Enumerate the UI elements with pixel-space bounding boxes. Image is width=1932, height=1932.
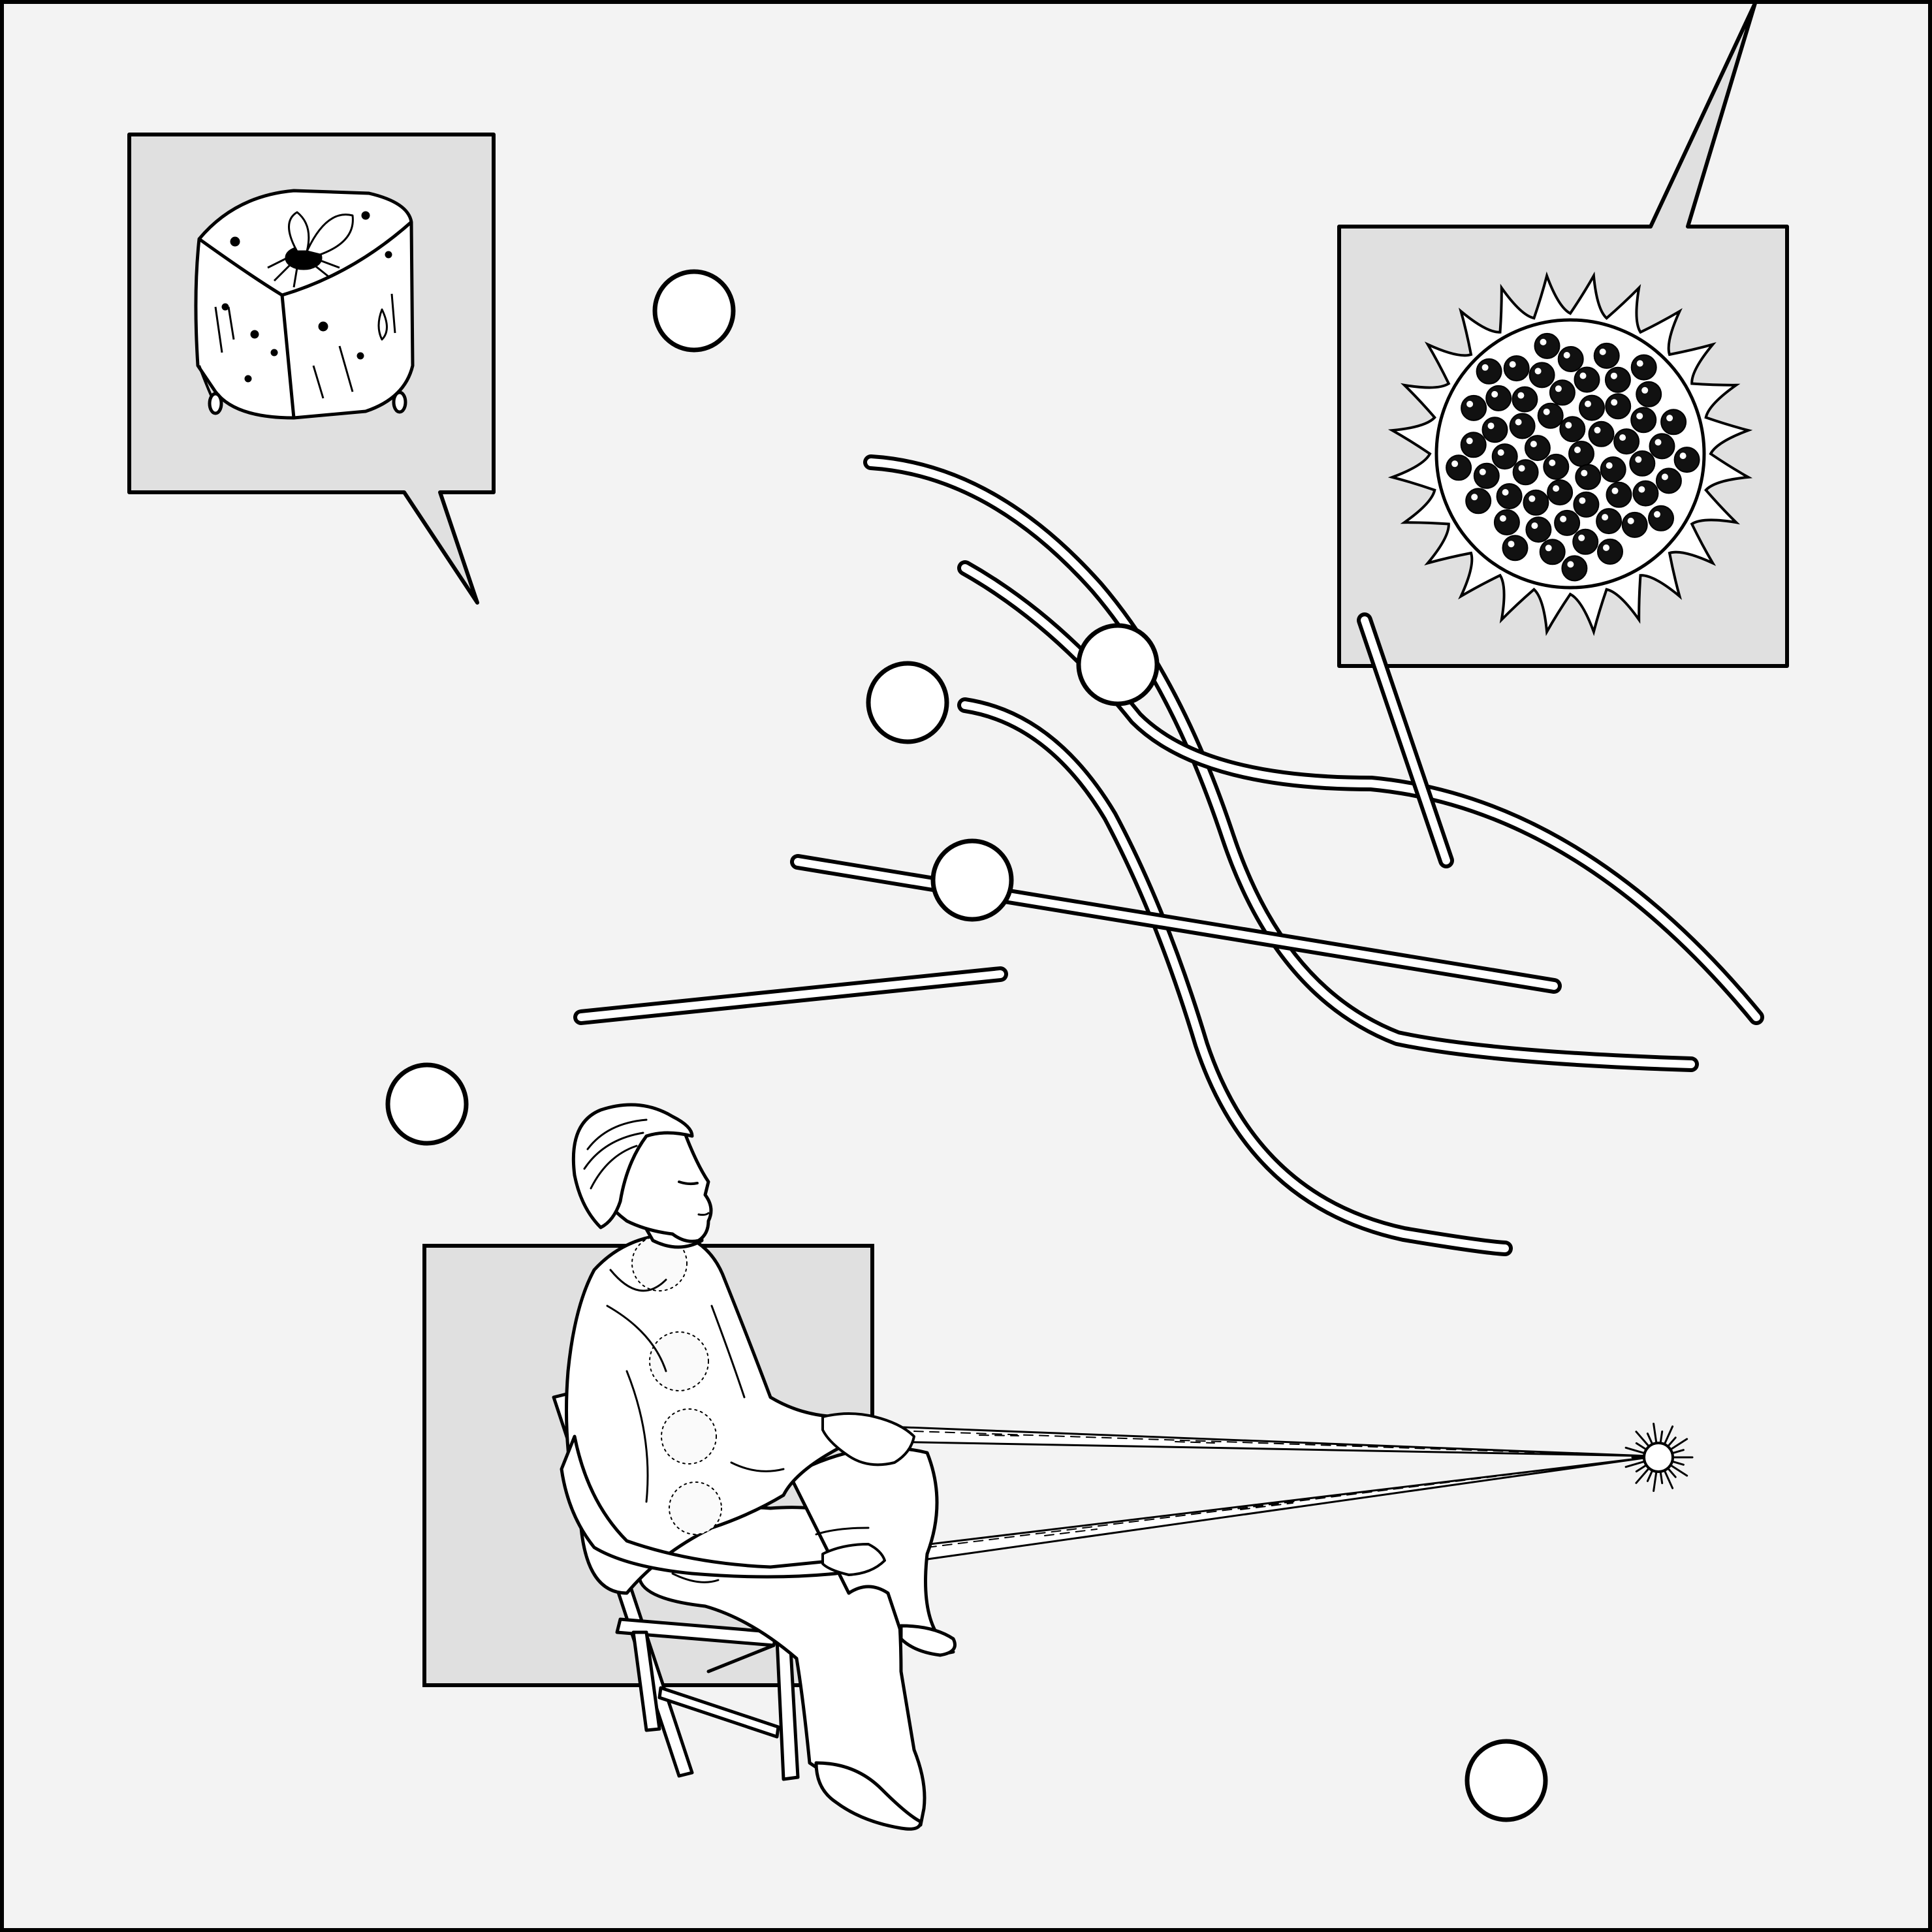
sunflower-seed-head-icon: [1387, 271, 1753, 637]
sunflower-seeds: [1446, 332, 1700, 582]
marker-circle: [930, 838, 1014, 922]
marker-circle: [1076, 623, 1160, 706]
seated-meditating-person-icon: [552, 1103, 1694, 1831]
ice-cube-panel: [127, 133, 496, 605]
tube-3: [957, 697, 1513, 1256]
marker-circle: [652, 269, 736, 353]
tube-2: [957, 560, 1764, 1025]
front-shoe: [899, 1624, 957, 1657]
sunflower-panel: [1337, 1, 1789, 668]
tube-4: [790, 854, 1562, 994]
hair: [571, 1103, 694, 1229]
fly-icon: [267, 211, 354, 288]
lower-hand: [821, 1543, 886, 1576]
back-shoe: [814, 1761, 923, 1831]
radiant-star-icon: [1624, 1423, 1694, 1492]
tube-group: [573, 454, 1764, 1256]
tube-6: [1357, 612, 1454, 868]
upper-hand: [821, 1412, 915, 1466]
ice-cube-with-fly-icon: [194, 189, 415, 420]
marker-circles: [385, 269, 1548, 1822]
tube-5: [573, 966, 1008, 1025]
tube-1: [863, 454, 1699, 1072]
marker-circle: [1465, 1739, 1548, 1822]
chakra-glows: [631, 1235, 722, 1535]
marker-circle: [866, 661, 949, 744]
marker-circle: [385, 1062, 469, 1146]
